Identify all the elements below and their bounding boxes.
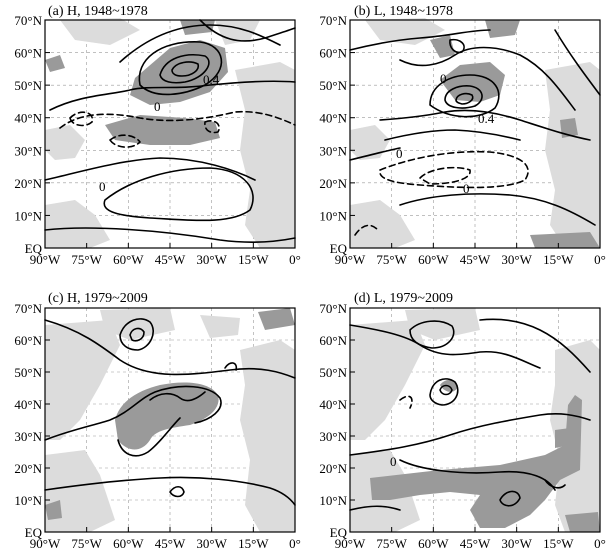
- y-tick-label: 60°N: [14, 46, 42, 61]
- x-tick-label: 45°W: [155, 252, 186, 267]
- y-tick-label: 50°N: [319, 78, 347, 93]
- x-tick-label: 60°W: [113, 536, 144, 551]
- y-tick-label: 70°N: [319, 13, 347, 28]
- y-tick-label: EQ: [330, 241, 348, 256]
- contours-a: [44, 19, 296, 243]
- panel-title-d: (d) L, 1979~2009: [354, 291, 453, 306]
- significance-shading-a: [45, 20, 228, 145]
- y-tick-label: 10°N: [14, 493, 42, 508]
- x-tick-label: 45°W: [155, 536, 186, 551]
- contour-label-b-2: 0: [440, 71, 447, 86]
- frame-c: 90°W 75°W 60°W 45°W 30°W 15°W 0° EQ 10°N 20°N 30°N…: [14, 301, 300, 551]
- frame-b: 90°W 75°W 60°W 45°W 30°W 15°W 0° EQ 10°N 20°N 30°N…: [319, 13, 605, 267]
- x-tick-label: 60°W: [418, 252, 449, 267]
- y-tick-label: EQ: [25, 241, 43, 256]
- x-tick-label: 75°W: [376, 536, 407, 551]
- x-tick-label: 60°W: [113, 252, 144, 267]
- x-tick-label: 90°W: [335, 252, 366, 267]
- y-tick-label: 20°N: [319, 461, 347, 476]
- x-tick-label: 15°W: [238, 252, 269, 267]
- x-tick-label: 0°: [289, 252, 301, 267]
- contours-b: [349, 29, 601, 236]
- x-tick-label: 90°W: [30, 536, 61, 551]
- y-tick-label: EQ: [25, 525, 43, 540]
- y-tick-label: 20°N: [14, 461, 42, 476]
- x-tick-label: 0°: [594, 536, 606, 551]
- y-tick-label: 40°N: [319, 111, 347, 126]
- x-tick-label: 15°W: [543, 252, 574, 267]
- significance-shading-b: [430, 20, 600, 248]
- x-tick-label: 60°W: [418, 536, 449, 551]
- y-tick-label: 10°N: [14, 208, 42, 223]
- y-tick-label: 30°N: [319, 143, 347, 158]
- y-tick-label: 30°N: [14, 429, 42, 444]
- y-tick-label: 60°N: [319, 46, 347, 61]
- panel-a: (a) H, 1948~1978: [14, 4, 300, 267]
- y-tick-label: 30°N: [14, 143, 42, 158]
- y-tick-label: 40°N: [319, 397, 347, 412]
- x-tick-label: 30°W: [501, 252, 532, 267]
- contour-label-a-3: 0: [99, 179, 106, 194]
- frame-d: 90°W 75°W 60°W 45°W 30°W 15°W 0° EQ 10°N 20°N 30°N…: [319, 301, 605, 551]
- y-tick-label: 40°N: [14, 397, 42, 412]
- x-tick-label: 15°W: [543, 536, 574, 551]
- panel-d: (d) L, 1979~2009 0 90°W 75°W 60°W: [319, 291, 605, 551]
- y-tick-label: 70°N: [319, 301, 347, 316]
- frame-a: 90°W 75°W 60°W 45°W 30°W 15°W 0° EQ 10°N 20°N 30°N…: [14, 13, 300, 267]
- y-tick-label: 30°N: [319, 429, 347, 444]
- x-tick-label: 45°W: [460, 536, 491, 551]
- contours-c: [44, 318, 296, 506]
- x-tick-label: 0°: [594, 252, 606, 267]
- y-tick-label: 50°N: [14, 78, 42, 93]
- contours-d: [349, 318, 591, 511]
- y-tick-label: 70°N: [14, 301, 42, 316]
- contour-label-b-1: 0.4: [478, 111, 495, 126]
- contour-label-b-3: 0: [396, 146, 403, 161]
- x-tick-label: 45°W: [460, 252, 491, 267]
- y-tick-label: 20°N: [14, 176, 42, 191]
- x-tick-label: 75°W: [71, 252, 102, 267]
- contour-label-a-2: 0: [154, 99, 161, 114]
- x-tick-label: 75°W: [376, 252, 407, 267]
- x-tick-label: 30°W: [501, 536, 532, 551]
- y-tick-label: 10°N: [319, 493, 347, 508]
- x-tick-label: 15°W: [238, 536, 269, 551]
- x-tick-label: 30°W: [196, 252, 227, 267]
- contour-label-b-4: 0: [463, 181, 470, 196]
- panel-title-c: (c) H, 1979~2009: [48, 291, 148, 306]
- panel-title-b: (b) L, 1948~1978: [354, 4, 453, 19]
- contour-label-a-1: 0.4: [203, 72, 220, 87]
- x-tick-label: 30°W: [196, 536, 227, 551]
- panel-b: (b) L, 1948~1978: [319, 4, 605, 267]
- y-tick-label: 50°N: [319, 365, 347, 380]
- y-tick-label: 20°N: [319, 176, 347, 191]
- y-tick-label: 60°N: [14, 333, 42, 348]
- y-tick-label: EQ: [330, 525, 348, 540]
- y-tick-label: 70°N: [14, 13, 42, 28]
- y-tick-label: 60°N: [319, 333, 347, 348]
- x-tick-label: 75°W: [71, 536, 102, 551]
- contour-label-d-1: 0: [390, 454, 397, 469]
- panel-title-a: (a) H, 1948~1978: [48, 4, 148, 19]
- panel-c: (c) H, 1979~2009 90°W 75°W 60°W 45°W 30°W 15°…: [14, 291, 300, 551]
- y-tick-label: 40°N: [14, 111, 42, 126]
- y-tick-label: 10°N: [319, 208, 347, 223]
- x-tick-label: 0°: [289, 536, 301, 551]
- y-tick-label: 50°N: [14, 365, 42, 380]
- x-tick-label: 90°W: [30, 252, 61, 267]
- x-tick-label: 90°W: [335, 536, 366, 551]
